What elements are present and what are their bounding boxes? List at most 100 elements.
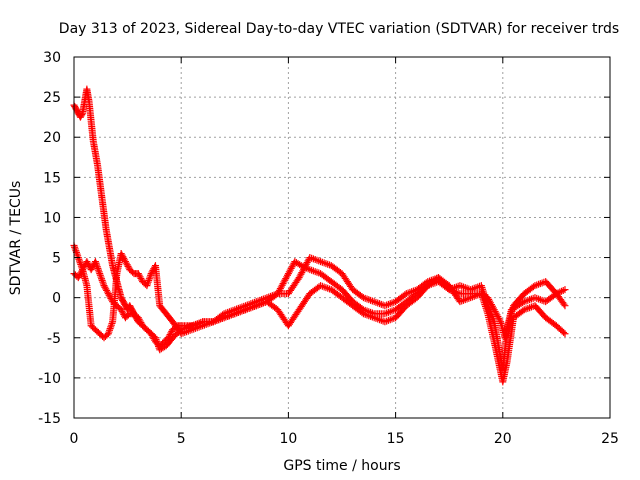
data-point bbox=[134, 270, 142, 278]
data-point-interp bbox=[72, 247, 80, 255]
series-trace-c bbox=[70, 250, 569, 374]
axis-ticks bbox=[73, 56, 611, 419]
data-point-interp bbox=[144, 278, 152, 286]
x-axis-tick-labels: 0 5 10 15 20 25 bbox=[70, 431, 619, 447]
data-point bbox=[561, 330, 569, 338]
data-point-interp bbox=[95, 266, 103, 274]
y-axis-label: SDTVAR / TECUs bbox=[8, 181, 24, 296]
data-point-interp bbox=[496, 316, 504, 324]
data-point-interp bbox=[120, 254, 128, 262]
data-point-interp bbox=[93, 263, 101, 271]
y-tick-label: 25 bbox=[43, 90, 61, 106]
data-point-interp bbox=[92, 259, 100, 267]
data-point-interp bbox=[99, 278, 107, 286]
x-tick-label: 0 bbox=[70, 431, 79, 447]
data-point-interp bbox=[71, 245, 79, 253]
data-point-interp bbox=[75, 255, 83, 263]
y-tick-label: 20 bbox=[43, 130, 61, 146]
x-tick-label: 20 bbox=[494, 431, 512, 447]
y-tick-label: 0 bbox=[52, 291, 61, 307]
data-point bbox=[121, 258, 129, 266]
data-point bbox=[104, 330, 112, 338]
data-point bbox=[83, 258, 91, 266]
data-point-interp bbox=[558, 287, 566, 295]
data-point-interp bbox=[102, 285, 110, 293]
y-tick-label: 5 bbox=[52, 251, 61, 267]
data-point-interp bbox=[145, 275, 153, 283]
y-tick-label: -10 bbox=[38, 371, 61, 387]
data-point-interp bbox=[137, 319, 145, 327]
data-point-interp bbox=[136, 317, 144, 325]
data-point-interp bbox=[103, 288, 111, 296]
y-tick-label: -15 bbox=[38, 411, 61, 427]
data-point-interp bbox=[121, 256, 129, 264]
data-point-interp bbox=[122, 259, 130, 267]
x-tick-label: 25 bbox=[601, 431, 619, 447]
data-point-interp bbox=[84, 259, 92, 267]
data-point-interp bbox=[76, 259, 84, 267]
data-point-interp bbox=[136, 273, 144, 281]
x-tick-label: 10 bbox=[279, 431, 297, 447]
data-point-interp bbox=[103, 286, 111, 294]
data-point bbox=[552, 290, 560, 298]
x-tick-label: 5 bbox=[177, 431, 186, 447]
chart-title: Day 313 of 2023, Sidereal Day-to-day VTE… bbox=[59, 21, 619, 37]
data-point-interp bbox=[74, 252, 82, 260]
data-point-interp bbox=[75, 272, 83, 280]
data-point-interp bbox=[98, 276, 106, 284]
y-tick-label: 15 bbox=[43, 170, 61, 186]
data-point-interp bbox=[154, 341, 162, 349]
y-tick-label: 30 bbox=[43, 50, 61, 66]
data-point-interp bbox=[71, 243, 79, 251]
data-point-interp bbox=[76, 257, 84, 265]
data-point-interp bbox=[118, 307, 126, 315]
data-point-interp bbox=[554, 289, 562, 297]
data-point-interp bbox=[145, 276, 153, 284]
data-point bbox=[117, 306, 125, 314]
data-point-interp bbox=[556, 288, 564, 296]
data-point-interp bbox=[118, 251, 126, 259]
plot-frame bbox=[73, 56, 611, 419]
data-point-interp bbox=[119, 309, 127, 317]
y-axis-tick-labels: -15 -10 -5 0 5 10 15 20 25 30 bbox=[38, 50, 61, 427]
data-point-interp bbox=[107, 321, 115, 329]
data-point-interp bbox=[153, 339, 161, 347]
data-point-interp bbox=[135, 315, 143, 323]
data-point-interp bbox=[106, 325, 114, 333]
data-point-interp bbox=[93, 261, 101, 269]
data-point-interp bbox=[146, 273, 154, 281]
data-point bbox=[561, 286, 569, 294]
data-point bbox=[143, 282, 151, 290]
data-point-interp bbox=[519, 299, 527, 307]
data-point-interp bbox=[135, 271, 143, 279]
data-point-interp bbox=[559, 286, 567, 294]
data-point-interp bbox=[95, 268, 103, 276]
data-point bbox=[91, 258, 99, 266]
data-point-interp bbox=[73, 250, 81, 258]
data-point bbox=[117, 250, 125, 258]
y-tick-label: 10 bbox=[43, 210, 61, 226]
data-point-interp bbox=[167, 329, 175, 337]
data-point-interp bbox=[147, 271, 155, 279]
data-point bbox=[74, 274, 82, 282]
data-point-interp bbox=[107, 323, 115, 331]
data-point-interp bbox=[153, 337, 161, 345]
data-point-interp bbox=[97, 273, 105, 281]
data-point-interp bbox=[152, 335, 160, 343]
data-point-interp bbox=[144, 280, 152, 288]
x-axis-label: GPS time / hours bbox=[283, 458, 400, 474]
data-points bbox=[70, 85, 569, 386]
data-point-interp bbox=[105, 328, 113, 336]
data-point bbox=[96, 270, 104, 278]
x-tick-label: 15 bbox=[387, 431, 405, 447]
data-point-interp bbox=[96, 271, 104, 279]
data-point-interp bbox=[88, 264, 96, 272]
grid-lines bbox=[74, 57, 610, 418]
data-point-interp bbox=[119, 253, 127, 261]
data-point-interp bbox=[94, 264, 102, 272]
data-point-interp bbox=[101, 283, 109, 291]
data-point-interp bbox=[123, 261, 131, 269]
data-point-interp bbox=[106, 326, 114, 334]
data-point-interp bbox=[108, 319, 116, 327]
